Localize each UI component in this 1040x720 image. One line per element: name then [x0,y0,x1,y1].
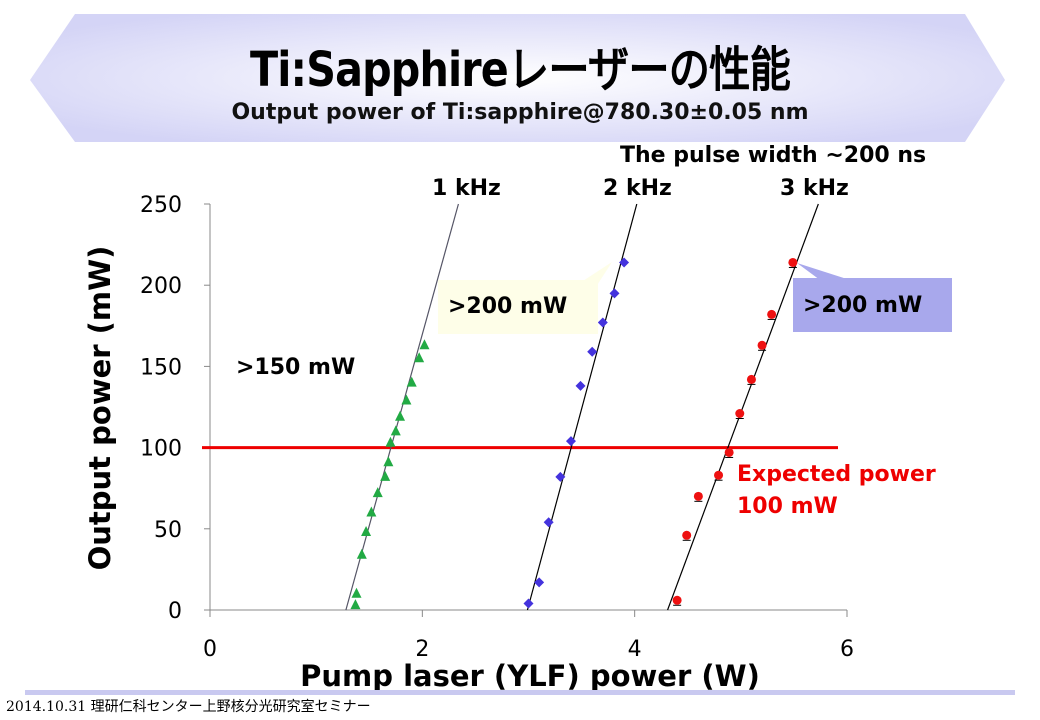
data-point-2khz [534,577,545,588]
data-point-3khz [724,447,734,457]
data-point-2khz [575,380,586,391]
x-tick-label: 4 [628,637,642,662]
data-point-2khz [597,317,608,328]
data-point-2khz [543,517,554,528]
data-point-2khz [609,288,620,299]
data-point-1khz [385,436,396,447]
data-point-1khz [361,526,372,537]
x-tick-label: 0 [203,637,217,662]
expected-power-value: 100 mW [737,494,838,519]
slide-subtitle: Output power of Ti:sapphire@780.30±0.05 … [231,100,809,125]
data-point-1khz [350,599,361,610]
data-point-3khz [672,595,682,605]
title-banner [30,14,1005,142]
data-point-3khz [788,257,798,267]
data-point-3khz [746,374,756,384]
y-tick-label: 100 [140,437,182,462]
y-tick-label: 50 [154,518,182,543]
annotation-200mw-3khz: >200 mW [803,293,922,318]
data-point-1khz [401,394,412,405]
slide-title: Ti:Sapphireレーザーの性能 [249,42,791,98]
data-point-3khz [682,530,692,540]
data-point-2khz [619,257,630,268]
annotation-box-3khz [793,278,952,332]
annotation-150mw: >150 mW [236,355,355,380]
pulse-width-note: The pulse width ~200 ns [620,143,927,168]
data-point-3khz [693,491,703,501]
series-label-1khz: 1 kHz [432,176,501,201]
data-point-1khz [406,376,417,387]
footer-text: 2014.10.31 理研仁科センター上野核分光研究室セミナー [6,699,371,715]
y-axis-label: Output power (mW) [83,246,117,571]
data-point-1khz [390,425,401,436]
data-point-1khz [383,456,394,467]
data-point-1khz [395,410,406,421]
data-point-1khz [372,487,383,498]
x-tick-label: 2 [415,637,429,662]
data-point-1khz [419,339,430,350]
y-tick-label: 0 [168,599,182,624]
fit-line-3khz [667,203,819,611]
fit-line-2khz [526,203,638,611]
series-label-2khz: 2 kHz [603,176,672,201]
y-tick-label: 150 [140,355,182,380]
x-tick-label: 6 [840,637,854,662]
expected-power-label: Expected power [737,462,936,487]
fit-line-1khz [345,203,460,611]
data-point-2khz [587,346,598,357]
data-point-2khz [523,598,534,609]
data-point-3khz [714,470,724,480]
data-point-3khz [735,408,745,418]
data-point-2khz [565,436,576,447]
output-power-chart: 0 50 100 150 200 250 0 2 4 6 >150 mW >200 mW >200… [83,176,952,693]
data-point-1khz [380,470,391,481]
data-point-1khz [351,587,362,598]
annotation-pointer-3khz [797,263,850,280]
series-label-3khz: 3 kHz [780,176,849,201]
annotation-box-2khz [438,280,598,334]
y-tick-label: 250 [140,193,182,218]
data-point-1khz [356,548,367,559]
data-point-1khz [414,352,425,363]
data-point-3khz [767,309,777,319]
footer-divider [25,690,1015,695]
annotation-200mw-2khz: >200 mW [448,294,567,319]
data-point-2khz [555,471,566,482]
y-tick-label: 200 [140,274,182,299]
annotation-pointer-2khz [560,262,612,296]
data-point-3khz [757,340,767,350]
data-point-1khz [366,506,377,517]
x-axis-label: Pump laser (YLF) power (W) [300,659,760,693]
